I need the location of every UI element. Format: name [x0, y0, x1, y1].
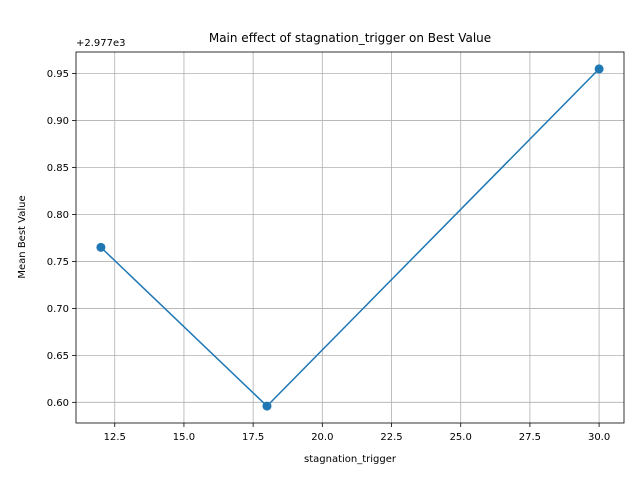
y-tick-label: 0.95	[47, 69, 69, 80]
x-tick-label: 20.0	[311, 432, 333, 443]
series-layer	[96, 64, 604, 411]
y-tick-label: 0.65	[47, 351, 69, 362]
y-tick-label: 0.75	[47, 257, 69, 268]
x-tick-label: 12.5	[104, 432, 126, 443]
data-point	[96, 242, 106, 252]
y-tick-label: 0.85	[47, 163, 69, 174]
axes-frame	[75, 51, 625, 424]
data-point	[262, 401, 272, 411]
x-tick-label: 30.0	[588, 432, 610, 443]
y-tick-label: 0.60	[47, 398, 69, 409]
x-tick-label: 22.5	[380, 432, 402, 443]
chart-title: Main effect of stagnation_trigger on Bes…	[209, 31, 491, 45]
y-offset-label: +2.977e3	[76, 38, 126, 49]
x-axis-label: stagnation_trigger	[304, 454, 397, 465]
y-axis-label: Mean Best Value	[17, 195, 28, 278]
data-point	[594, 64, 604, 74]
y-tick-label: 0.90	[47, 116, 69, 127]
grid-layer	[76, 52, 624, 423]
x-tick-label: 27.5	[519, 432, 541, 443]
axes-layer: 12.5 15.0 17.5 20.0 22.5 25.0 27.5 30.0 0.60 0.65…	[47, 51, 625, 443]
y-tick-label: 0.70	[47, 304, 69, 315]
y-tick-label: 0.80	[47, 210, 69, 221]
x-tick-label: 17.5	[242, 432, 264, 443]
x-tick-label: 15.0	[173, 432, 195, 443]
x-tick-label: 25.0	[450, 432, 472, 443]
